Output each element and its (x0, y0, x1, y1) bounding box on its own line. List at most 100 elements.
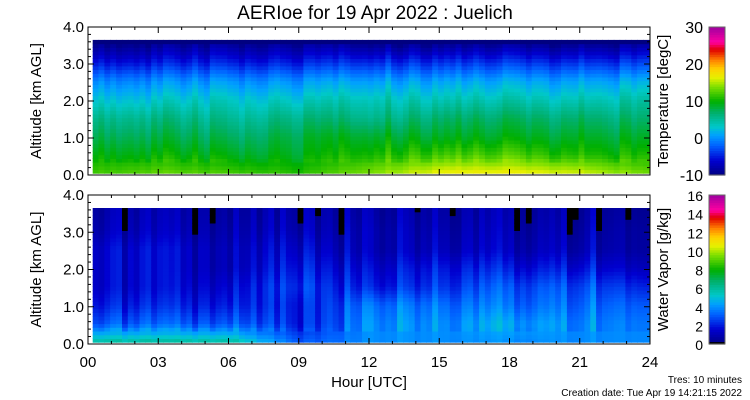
heatmap-cell (543, 91, 550, 96)
heatmap-cell (297, 226, 305, 231)
heatmap-cell (367, 54, 375, 59)
heatmap-cell (244, 39, 252, 45)
heatmap-cell (157, 245, 164, 250)
heatmap-cell (92, 58, 100, 63)
heatmap-cell (151, 43, 158, 48)
heatmap-cell (285, 211, 293, 217)
heatmap-cell (256, 316, 264, 321)
heatmap-cell (280, 65, 287, 71)
heatmap-cell (403, 58, 410, 63)
heatmap-cell (110, 169, 117, 174)
heatmap-cell (315, 154, 322, 159)
heatmap-cell (613, 62, 621, 67)
heatmap-cell (525, 117, 533, 122)
heatmap-cell (303, 58, 310, 63)
heatmap-cell (133, 338, 141, 343)
heatmap-cell (297, 62, 305, 67)
heatmap-cell (198, 334, 205, 339)
heatmap-cell (543, 62, 550, 67)
heatmap-cell (250, 143, 258, 148)
heatmap-cell (244, 80, 252, 85)
heatmap-cell (432, 47, 439, 52)
heatmap-cell (449, 158, 457, 163)
heatmap-cell (157, 162, 164, 167)
heatmap-cell (192, 39, 199, 45)
heatmap-cell (484, 95, 492, 100)
heatmap-cell (233, 237, 240, 243)
heatmap-cell (455, 80, 463, 85)
colorbar-swatch (709, 108, 725, 112)
heatmap-cell (403, 162, 410, 167)
heatmap-cell (373, 162, 381, 167)
heatmap-cell (479, 158, 486, 163)
heatmap-cell (221, 62, 228, 67)
heatmap-cell (244, 293, 252, 298)
heatmap-cell (250, 51, 258, 56)
heatmap-cell (122, 169, 129, 174)
heatmap-cell (203, 252, 211, 257)
heatmap-cell (168, 334, 176, 339)
heatmap-cell (157, 128, 164, 134)
heatmap-cell (420, 76, 427, 82)
heatmap-cell (186, 312, 193, 317)
heatmap-cell (92, 256, 100, 261)
heatmap-cell (233, 249, 240, 254)
heatmap-cell (473, 125, 480, 130)
heatmap-cell (326, 47, 334, 52)
heatmap-cell (555, 147, 562, 152)
heatmap-cell (209, 143, 217, 148)
heatmap-cell (127, 47, 135, 52)
heatmap-cell (256, 113, 264, 119)
heatmap-cell (203, 143, 211, 148)
heatmap-cell (467, 169, 474, 174)
heatmap-cell (250, 54, 258, 59)
heatmap-cell (244, 158, 252, 163)
heatmap-cell (602, 47, 609, 52)
heatmap-cell (168, 260, 176, 265)
heatmap-cell (315, 113, 322, 119)
heatmap-cell (162, 271, 170, 276)
heatmap-cell (133, 219, 141, 224)
heatmap-cell (385, 143, 392, 148)
heatmap-cell (221, 234, 228, 239)
heatmap-cell (607, 47, 615, 52)
heatmap-cell (192, 125, 199, 130)
heatmap-cell (420, 88, 427, 93)
heatmap-cell (420, 169, 427, 174)
heatmap-cell (250, 154, 258, 159)
heatmap-cell (344, 51, 351, 56)
heatmap-cell (274, 128, 281, 134)
heatmap-cell (151, 143, 158, 148)
heatmap-cell (274, 323, 281, 328)
heatmap-cell (133, 95, 141, 100)
heatmap-cell (233, 121, 240, 126)
heatmap-cell (209, 260, 217, 265)
heatmap-cell (198, 323, 205, 328)
heatmap-cell (110, 334, 117, 339)
heatmap-cell (250, 230, 258, 235)
heatmap-cell (590, 43, 597, 48)
heatmap-cell (555, 117, 562, 122)
heatmap-cell (303, 88, 310, 93)
heatmap-cell (122, 334, 129, 339)
heatmap-cell (104, 110, 111, 115)
heatmap-cell (525, 106, 533, 111)
heatmap-cell (215, 312, 223, 317)
heatmap-cell (280, 219, 287, 224)
heatmap-cell (250, 88, 258, 93)
heatmap-cell (607, 80, 615, 85)
heatmap-cell (461, 143, 468, 148)
heatmap-cell (344, 54, 351, 59)
heatmap-cell (315, 128, 322, 134)
heatmap-cell (250, 128, 258, 134)
heatmap-cell (274, 245, 281, 250)
heatmap-cell (619, 113, 627, 119)
heatmap-cell (104, 69, 111, 74)
heatmap-cell (637, 147, 644, 152)
heatmap-cell (367, 43, 375, 48)
heatmap-cell (321, 43, 328, 48)
heatmap-cell (145, 47, 152, 52)
heatmap-cell (285, 286, 293, 291)
heatmap-cell (619, 84, 627, 89)
heatmap-cell (280, 260, 287, 265)
